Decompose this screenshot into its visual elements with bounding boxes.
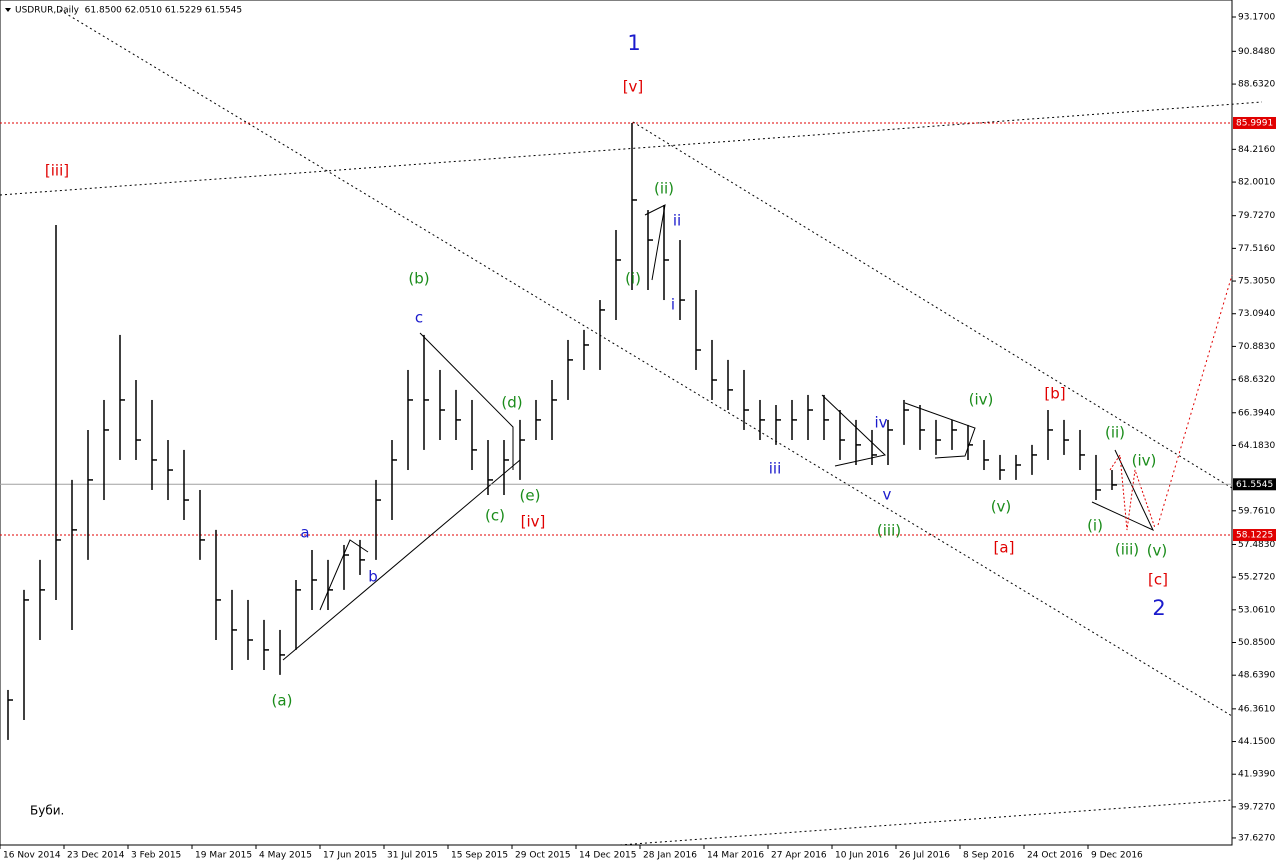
wave-label: (d): [501, 394, 522, 412]
wave-label: (v): [1147, 542, 1168, 560]
x-tick-label: 26 Jul 2016: [899, 851, 950, 861]
wave-label: a: [300, 524, 309, 542]
plot-frame: [0, 0, 1233, 846]
wave-label: (i): [1087, 517, 1103, 535]
wave-label: (b): [408, 270, 429, 288]
wave-label: v: [883, 486, 892, 504]
wave-label: [v]: [623, 78, 644, 96]
chart-title: USDRUR,Daily 61.8500 62.0510 61.5229 61.…: [15, 6, 242, 16]
wave-line: [419, 332, 514, 470]
y-tick-label: 82.0010: [1238, 178, 1275, 188]
y-tick-label: 39.7270: [1238, 802, 1275, 812]
y-tick-label: 64.1830: [1238, 441, 1275, 451]
y-tick-label: 88.6320: [1238, 80, 1275, 90]
x-tick-label: 29 Oct 2015: [515, 851, 571, 861]
x-tick-label: 27 Apr 2016: [771, 851, 827, 861]
projection-line: [1109, 453, 1156, 531]
price-label-box: [1233, 478, 1276, 491]
wave-label: c: [415, 309, 423, 327]
y-tick-label: 46.3610: [1238, 704, 1275, 714]
trend-line: [0, 101, 1263, 196]
wave-label: [iv]: [521, 513, 546, 531]
price-label-box: [1233, 116, 1276, 129]
wave-label: 2: [1152, 596, 1165, 620]
wave-label: (ii): [1105, 424, 1125, 442]
x-tick-label: 16 Nov 2014: [3, 851, 61, 861]
wave-label: (a): [272, 692, 293, 710]
wave-line: [319, 539, 369, 611]
y-tick-label: 53.0610: [1238, 605, 1275, 615]
x-tick-label: 15 Sep 2015: [451, 851, 508, 861]
wave-label: b: [368, 568, 378, 586]
menu-arrow[interactable]: [5, 8, 11, 12]
y-tick-label: 70.8830: [1238, 342, 1275, 352]
wave-line: [1091, 449, 1155, 532]
x-tick-label: 9 Dec 2016: [1091, 851, 1143, 861]
wave-line: [282, 459, 521, 661]
x-tick-label: 23 Dec 2014: [67, 851, 125, 861]
y-tick-label: 75.3050: [1238, 277, 1275, 287]
y-tick-label: 66.3940: [1238, 408, 1275, 418]
wave-label: iv: [874, 414, 887, 432]
wave-label: (i): [625, 270, 641, 288]
x-tick-label: 31 Jul 2015: [387, 851, 438, 861]
x-tick-label: 4 May 2015: [259, 851, 312, 861]
y-tick-label: 77.5160: [1238, 244, 1275, 254]
wave-label: [b]: [1044, 385, 1065, 403]
wave-label: (iii): [1115, 541, 1139, 559]
price-label-box: [1233, 529, 1276, 542]
wave-label: iii: [769, 460, 782, 478]
x-tick-label: 3 Feb 2015: [131, 851, 181, 861]
wave-label: (iii): [877, 522, 901, 540]
wave-label: (c): [485, 507, 505, 525]
price-label: 85.9991: [1236, 118, 1273, 128]
trend-line: [632, 121, 1233, 489]
x-tick-label: 24 Oct 2016: [1027, 851, 1083, 861]
y-tick-label: 48.6390: [1238, 671, 1275, 681]
x-tick-label: 14 Dec 2015: [579, 851, 637, 861]
y-tick-label: 90.8480: [1238, 47, 1275, 57]
y-tick-label: 50.8500: [1238, 638, 1275, 648]
y-tick-label: 68.6320: [1238, 375, 1275, 385]
projection-line: [1157, 274, 1233, 526]
wave-line: [904, 402, 976, 459]
footer-note: Буби.: [30, 804, 64, 818]
wave-label: (v): [991, 498, 1012, 516]
y-tick-label: 37.6270: [1238, 833, 1275, 843]
x-tick-label: 14 Mar 2016: [707, 851, 764, 861]
y-tick-label: 93.1700: [1238, 12, 1275, 22]
wave-label: 1: [627, 31, 640, 55]
price-label: 58.1225: [1236, 531, 1273, 541]
y-tick-label: 79.7270: [1238, 211, 1275, 221]
price-label: 61.5545: [1236, 480, 1273, 490]
wave-label: (e): [520, 487, 541, 505]
y-tick-label: 41.9390: [1238, 770, 1275, 780]
x-tick-label: 17 Jun 2015: [323, 851, 377, 861]
y-tick-label: 59.7610: [1238, 506, 1275, 516]
wave-line: [821, 394, 887, 467]
trend-line: [619, 799, 1233, 846]
wave-label: [a]: [994, 539, 1015, 557]
wave-label: (ii): [654, 180, 674, 198]
wave-label: ii: [673, 212, 681, 230]
x-tick-label: 10 Jun 2016: [835, 851, 889, 861]
y-tick-label: 57.4830: [1238, 540, 1275, 550]
wave-label: (iv): [1132, 452, 1157, 470]
y-tick-label: 84.2160: [1238, 145, 1275, 155]
x-tick-label: 19 Mar 2015: [195, 851, 252, 861]
y-tick-label: 73.0940: [1238, 309, 1275, 319]
wave-label: [c]: [1148, 571, 1168, 589]
wave-label: (iv): [969, 391, 994, 409]
y-tick-label: 55.2720: [1238, 573, 1275, 583]
y-tick-label: 44.1500: [1238, 737, 1275, 747]
trend-line: [59, 9, 1233, 717]
wave-label: [iii]: [45, 162, 69, 180]
x-tick-label: 8 Sep 2016: [963, 851, 1015, 861]
wave-label: i: [671, 296, 675, 314]
wave-line: [644, 204, 666, 281]
x-tick-label: 28 Jan 2016: [643, 851, 697, 861]
